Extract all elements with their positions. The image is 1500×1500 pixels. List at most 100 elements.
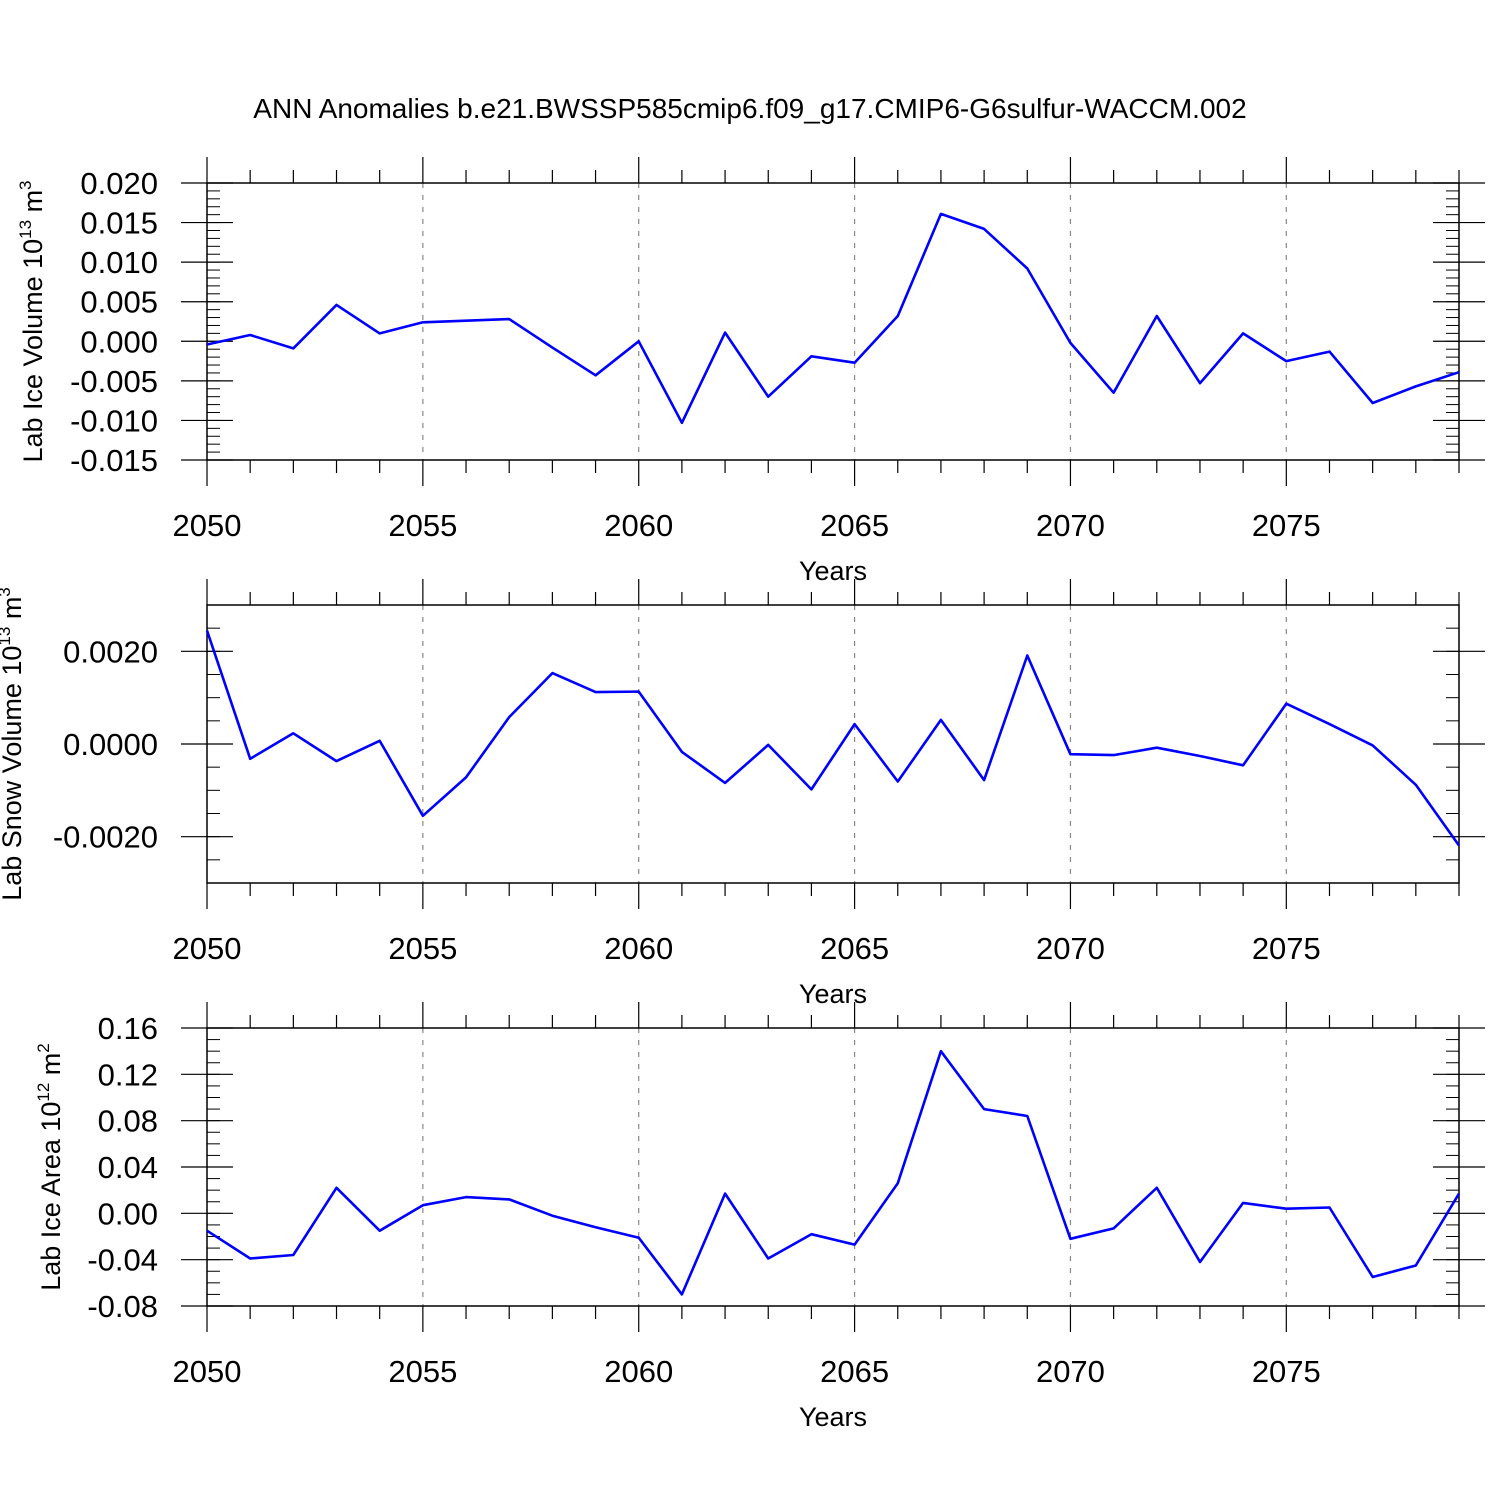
data-point-2053 [334,1185,339,1190]
chart-panel-1: -0.015 -0.010 -0.005 0.000 0.005 0.010 0.015 0.… [16,157,1485,586]
data-point-2056 [464,318,469,323]
data-point-2054 [377,1228,382,1233]
data-point-2066 [895,313,900,318]
x-tick-label: 2065 [820,508,889,543]
y-axis-title-text: Lab Ice Area 10 [36,1102,66,1291]
y-tick-label: 0.0020 [63,634,158,669]
data-point-2054 [377,738,382,743]
y-tick-label: -0.04 [87,1243,158,1278]
data-point-2059 [593,1225,598,1230]
data-point-2055 [420,320,425,325]
data-point-2063 [766,1256,771,1261]
data-series-line [205,630,1461,847]
data-point-2065 [852,360,857,365]
data-point-2054 [377,331,382,336]
y-tick-label: 0.010 [80,245,158,280]
y-tick-label: 0.015 [80,206,158,241]
y-axis-title-unit: m [0,597,27,627]
data-point-2052 [291,346,296,351]
data-point-2072 [1154,745,1159,750]
y-tick-label: 0.005 [80,285,158,320]
data-point-2051 [248,1256,253,1261]
y-axis-title-text: Lab Ice Volume 10 [18,239,48,463]
y-axis-title-exponent: 12 [34,1083,53,1102]
y-tick-label: -0.005 [70,364,158,399]
x-axis-title: Years [799,979,867,1009]
y-axis-title-unit-exponent: 3 [16,180,35,189]
y-tick-label: 0.12 [98,1057,158,1092]
data-point-2060 [636,1235,641,1240]
data-point-2074 [1241,763,1246,768]
data-point-2071 [1111,1226,1116,1231]
data-point-2058 [550,345,555,350]
x-axis-title: Years [799,556,867,586]
plot-frame [206,1027,1460,1307]
data-point-2063 [766,742,771,747]
data-point-2069 [1025,266,1030,271]
data-point-2073 [1197,381,1202,386]
x-tick-label: 2055 [388,508,457,543]
x-tick-label: 2075 [1252,1354,1321,1389]
y-tick-label: -0.08 [87,1289,158,1324]
y-axis-title-exponent: 13 [0,627,14,646]
y-axis-title-unit: m [18,190,48,220]
y-axis-title-text: Lab Snow Volume 10 [0,646,27,901]
data-point-2062 [723,1191,728,1196]
data-point-2075 [1284,701,1289,706]
data-point-2067 [938,1049,943,1054]
data-point-2050 [205,342,210,347]
data-point-2075 [1284,1206,1289,1211]
y-axis-title-unit: m [36,1053,66,1083]
data-point-2077 [1370,401,1375,406]
data-point-2078 [1413,384,1418,389]
y-axis-title-exponent: 13 [16,220,35,239]
data-point-2079 [1457,843,1462,848]
y-tick-label: 0.08 [98,1104,158,1139]
y-tick-label: 0.000 [80,324,158,359]
x-tick-label: 2075 [1252,931,1321,966]
figure-title: ANN Anomalies b.e21.BWSSP585cmip6.f09_g1… [253,93,1246,124]
x-tick-label: 2070 [1036,1354,1105,1389]
data-point-2062 [723,330,728,335]
data-point-2067 [938,717,943,722]
data-point-2079 [1457,370,1462,375]
data-point-2068 [982,778,987,783]
data-point-2071 [1111,390,1116,395]
y-tick-label: 0.0000 [63,727,158,762]
x-tick-label: 2075 [1252,508,1321,543]
data-point-2076 [1327,1205,1332,1210]
plot-frame [206,604,1460,884]
data-point-2064 [809,1232,814,1237]
y-tick-label: 0.020 [80,166,158,201]
data-point-2077 [1370,743,1375,748]
data-point-2069 [1025,1114,1030,1119]
data-point-2055 [420,1203,425,1208]
chart-panel-2: -0.0020 0.0000 0.0020 2050 2055 2060 2065 2070 2… [0,579,1485,1009]
data-point-2070 [1068,752,1073,757]
data-point-2076 [1327,722,1332,727]
y-axis-title: Lab Snow Volume 1013 m3 [0,587,27,901]
data-point-2063 [766,394,771,399]
data-point-2065 [852,1242,857,1247]
data-point-2074 [1241,331,1246,336]
x-tick-label: 2060 [604,508,673,543]
x-tick-label: 2055 [388,931,457,966]
data-point-2058 [550,671,555,676]
data-point-2064 [809,354,814,359]
data-point-2075 [1284,359,1289,364]
y-axis-title-unit-exponent: 2 [34,1043,53,1052]
x-tick-label: 2065 [820,1354,889,1389]
data-point-2052 [291,1253,296,1258]
data-point-2065 [852,722,857,727]
x-tick-label: 2055 [388,1354,457,1389]
y-tick-label: 0.04 [98,1150,158,1185]
y-axis-title: Lab Ice Area 1012 m2 [34,1043,66,1291]
data-series-line [206,212,1460,425]
data-point-2064 [809,787,814,792]
chart-panel-3: -0.08 -0.04 0.00 0.04 0.08 0.12 0.16 2050 2055 20… [34,1002,1485,1432]
data-point-2050 [205,628,210,633]
data-point-2068 [982,226,987,231]
data-point-2057 [507,317,512,322]
